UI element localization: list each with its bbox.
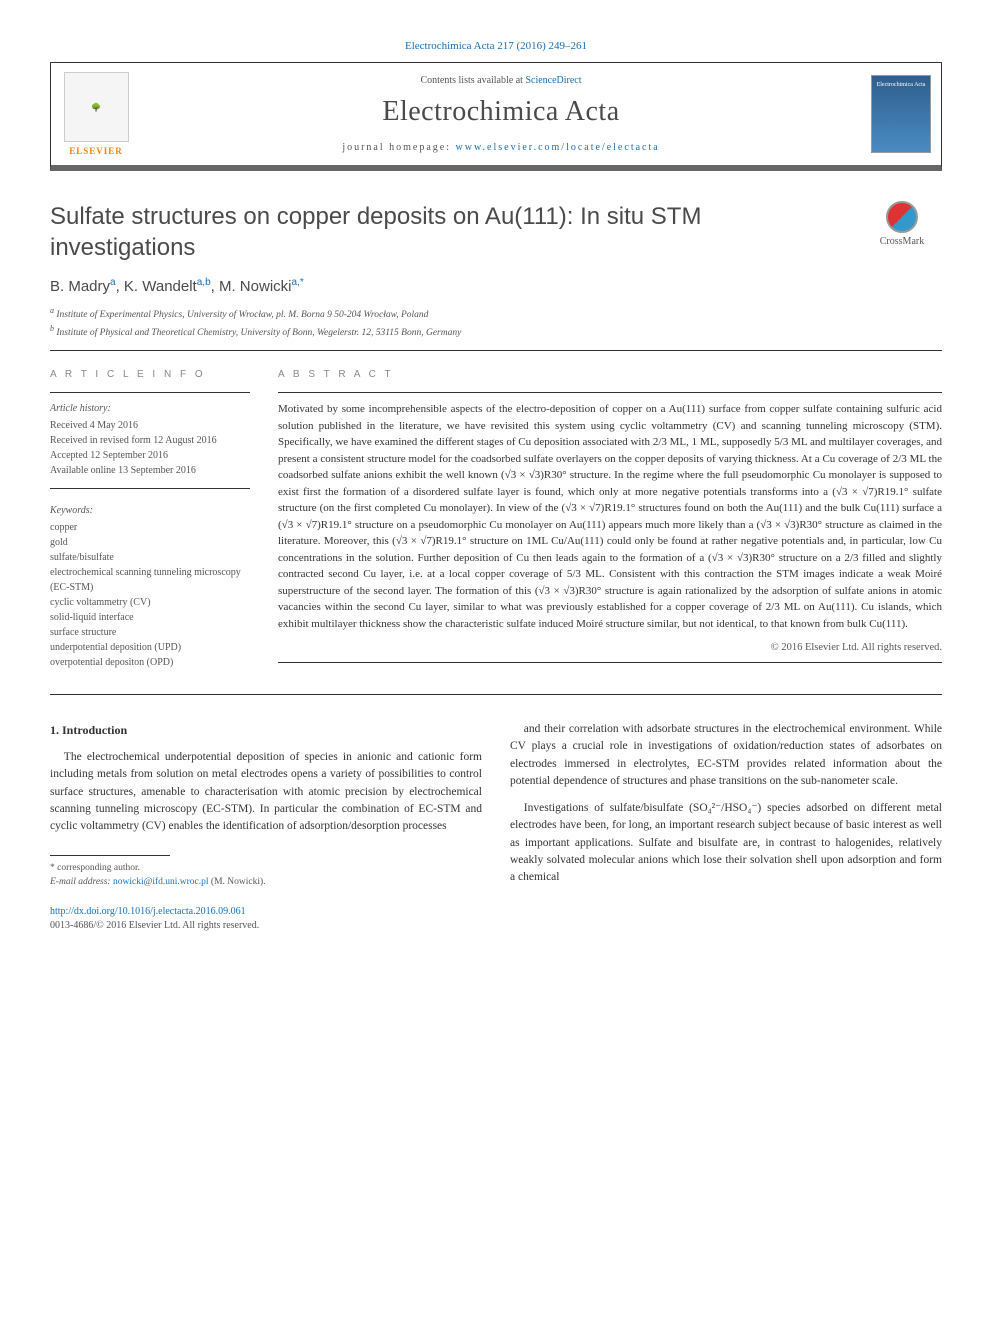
body-col-right: and their correlation with adsorbate str… <box>510 721 942 933</box>
body-columns: 1. Introduction The electrochemical unde… <box>50 721 942 933</box>
elsevier-logo: 🌳 ELSEVIER <box>51 63 141 165</box>
article-title: Sulfate structures on copper deposits on… <box>50 201 842 263</box>
elsevier-label: ELSEVIER <box>69 146 123 156</box>
history-2: Accepted 12 September 2016 <box>50 448 250 463</box>
keyword-8: overpotential depositon (OPD) <box>50 655 250 670</box>
homepage-prefix: journal homepage: <box>342 142 455 153</box>
cover-text: Electrochimica Acta <box>877 82 926 88</box>
divider-mid <box>50 694 942 695</box>
corresponding-note: * corresponding author. <box>50 862 482 875</box>
article-info: A R T I C L E I N F O Article history: R… <box>50 367 250 670</box>
authors: B. Madrya, K. Wandelta,b, M. Nowickia,* <box>50 277 942 295</box>
contents-prefix: Contents lists available at <box>420 75 525 86</box>
issn-line: 0013-4686/© 2016 Elsevier Ltd. All right… <box>50 920 259 931</box>
header-center: Contents lists available at ScienceDirec… <box>141 63 861 165</box>
keyword-0: copper <box>50 520 250 535</box>
journal-cover: Electrochimica Acta <box>861 63 941 165</box>
sciencedirect-link[interactable]: ScienceDirect <box>525 75 581 86</box>
keyword-3: electrochemical scanning tunneling micro… <box>50 565 250 595</box>
footnote-divider <box>50 855 170 856</box>
keyword-7: underpotential deposition (UPD) <box>50 640 250 655</box>
journal-homepage-line: journal homepage: www.elsevier.com/locat… <box>151 142 851 153</box>
doi-link[interactable]: http://dx.doi.org/10.1016/j.electacta.20… <box>50 906 246 917</box>
doi-block: http://dx.doi.org/10.1016/j.electacta.20… <box>50 905 482 933</box>
journal-header: 🌳 ELSEVIER Contents lists available at S… <box>50 62 942 171</box>
affil-a-text: Institute of Experimental Physics, Unive… <box>56 311 428 321</box>
affiliations: a Institute of Experimental Physics, Uni… <box>50 305 942 340</box>
body-col-left: 1. Introduction The electrochemical unde… <box>50 721 482 933</box>
footnote-block: * corresponding author. E-mail address: … <box>50 862 482 889</box>
keywords-label: Keywords: <box>50 503 250 518</box>
top-citation-link[interactable]: Electrochimica Acta 217 (2016) 249–261 <box>405 40 587 52</box>
history-1: Received in revised form 12 August 2016 <box>50 433 250 448</box>
abstract: A B S T R A C T Motivated by some incomp… <box>278 367 942 670</box>
abstract-copyright: © 2016 Elsevier Ltd. All rights reserved… <box>278 640 942 656</box>
abstract-text: Motivated by some incomprehensible aspec… <box>278 401 942 632</box>
body-right-p0: and their correlation with adsorbate str… <box>510 721 942 790</box>
email-line: E-mail address: nowicki@ifd.uni.wroc.pl … <box>50 876 482 889</box>
keyword-6: surface structure <box>50 625 250 640</box>
crossmark-label: CrossMark <box>880 236 924 247</box>
email-link[interactable]: nowicki@ifd.uni.wroc.pl <box>113 877 209 887</box>
history-3: Available online 13 September 2016 <box>50 463 250 478</box>
keyword-4: cyclic voltammetry (CV) <box>50 595 250 610</box>
journal-citation-top[interactable]: Electrochimica Acta 217 (2016) 249–261 <box>50 40 942 52</box>
info-divider-2 <box>50 488 250 489</box>
history-0: Received 4 May 2016 <box>50 418 250 433</box>
info-abstract-row: A R T I C L E I N F O Article history: R… <box>50 367 942 670</box>
history-label: Article history: <box>50 401 250 416</box>
email-suffix: (M. Nowicki). <box>209 877 266 887</box>
crossmark-badge[interactable]: CrossMark <box>862 201 942 247</box>
keyword-5: solid-liquid interface <box>50 610 250 625</box>
info-heading: A R T I C L E I N F O <box>50 367 250 382</box>
divider-top <box>50 350 942 351</box>
abstract-divider-bottom <box>278 662 942 663</box>
abstract-divider <box>278 392 942 393</box>
affil-b-text: Institute of Physical and Theoretical Ch… <box>56 328 461 338</box>
affiliation-b: b Institute of Physical and Theoretical … <box>50 323 942 340</box>
elsevier-tree-icon: 🌳 <box>64 72 129 142</box>
contents-lists-line: Contents lists available at ScienceDirec… <box>151 75 851 86</box>
homepage-link[interactable]: www.elsevier.com/locate/electacta <box>456 142 660 153</box>
keyword-2: sulfate/bisulfate <box>50 550 250 565</box>
body-right-p1: Investigations of sulfate/bisulfate (SO₄… <box>510 800 942 886</box>
cover-thumbnail: Electrochimica Acta <box>871 75 931 153</box>
abstract-heading: A B S T R A C T <box>278 367 942 382</box>
body-left-p0: The electrochemical underpotential depos… <box>50 749 482 835</box>
section-heading: 1. Introduction <box>50 721 482 739</box>
title-row: Sulfate structures on copper deposits on… <box>50 201 942 263</box>
journal-title: Electrochimica Acta <box>151 96 851 128</box>
affiliation-a: a Institute of Experimental Physics, Uni… <box>50 305 942 322</box>
info-divider-1 <box>50 392 250 393</box>
email-label: E-mail address: <box>50 877 113 887</box>
keyword-1: gold <box>50 535 250 550</box>
crossmark-icon <box>886 201 918 233</box>
